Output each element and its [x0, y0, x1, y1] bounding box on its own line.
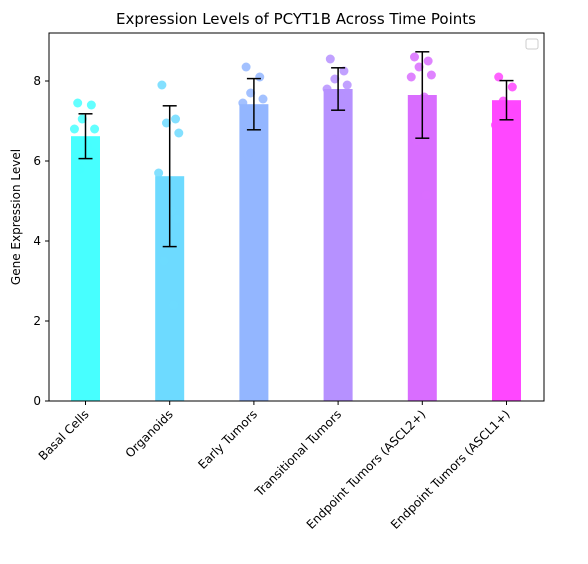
chart-title: Expression Levels of PCYT1B Across Time … [116, 10, 476, 28]
bar-0 [71, 136, 100, 401]
point-1-7 [159, 256, 169, 266]
point-0-0 [73, 98, 83, 108]
bar-2 [239, 104, 269, 401]
x-tick-label-1: Organoids [123, 407, 176, 460]
point-4-8 [421, 190, 431, 200]
point-0-1 [86, 100, 96, 110]
point-5-1 [507, 82, 517, 92]
point-3-5 [335, 92, 345, 102]
point-4-5 [419, 92, 429, 102]
bar-3 [323, 89, 353, 401]
point-2-5 [251, 104, 261, 114]
point-4-2 [414, 62, 424, 72]
axes: Basal Cells Organoids Early TumorsTransiti… [33, 74, 512, 532]
bar-4 [407, 95, 437, 401]
point-4-3 [426, 70, 436, 80]
bar-5 [492, 100, 521, 401]
y-axis-label: Gene Expression Level [9, 149, 23, 285]
point-2-2 [246, 88, 256, 98]
point-3-4 [322, 84, 332, 94]
point-2-4 [238, 98, 248, 108]
y-tick-label-0: 0 [33, 394, 41, 408]
point-4-1 [423, 56, 433, 66]
point-3-3 [342, 80, 352, 90]
point-2-0 [241, 62, 251, 72]
y-tick-label-3: 6 [33, 154, 41, 168]
point-4-4 [406, 72, 416, 82]
point-0-3 [90, 124, 100, 134]
legend-box [525, 38, 539, 50]
point-5-2 [498, 96, 508, 106]
point-3-6 [340, 100, 350, 110]
point-5-3 [511, 104, 521, 114]
y-tick-label-4: 8 [33, 74, 41, 88]
point-2-7 [243, 150, 253, 160]
x-tick-label-2: Early Tumors [195, 407, 260, 472]
point-3-2 [330, 74, 340, 84]
x-tick-label-0: Basal Cells [36, 407, 92, 463]
point-1-3 [174, 128, 184, 138]
point-1-8 [169, 300, 179, 310]
point-3-0 [325, 54, 335, 64]
point-0-2 [77, 114, 87, 124]
plot-frame [48, 32, 545, 402]
point-4-6 [424, 100, 434, 110]
point-1-5 [167, 206, 177, 216]
point-2-3 [258, 94, 268, 104]
point-5-4 [490, 120, 500, 130]
point-2-1 [255, 72, 265, 82]
point-3-7 [327, 134, 337, 144]
point-1-2 [161, 118, 171, 128]
point-1-6 [172, 214, 182, 224]
point-0-4 [69, 124, 79, 134]
y-tick-label-1: 2 [33, 314, 41, 328]
point-5-0 [494, 72, 504, 82]
point-1-4 [154, 168, 164, 178]
plot-area [69, 51, 521, 401]
point-0-7 [75, 164, 85, 174]
y-tick-label-2: 4 [33, 234, 41, 248]
point-1-1 [171, 114, 181, 124]
point-4-0 [410, 52, 419, 62]
point-3-1 [339, 66, 349, 76]
x-tick-label-3: Transitional Tumors [252, 407, 345, 500]
point-1-0 [157, 80, 167, 90]
point-0-6 [88, 148, 98, 158]
